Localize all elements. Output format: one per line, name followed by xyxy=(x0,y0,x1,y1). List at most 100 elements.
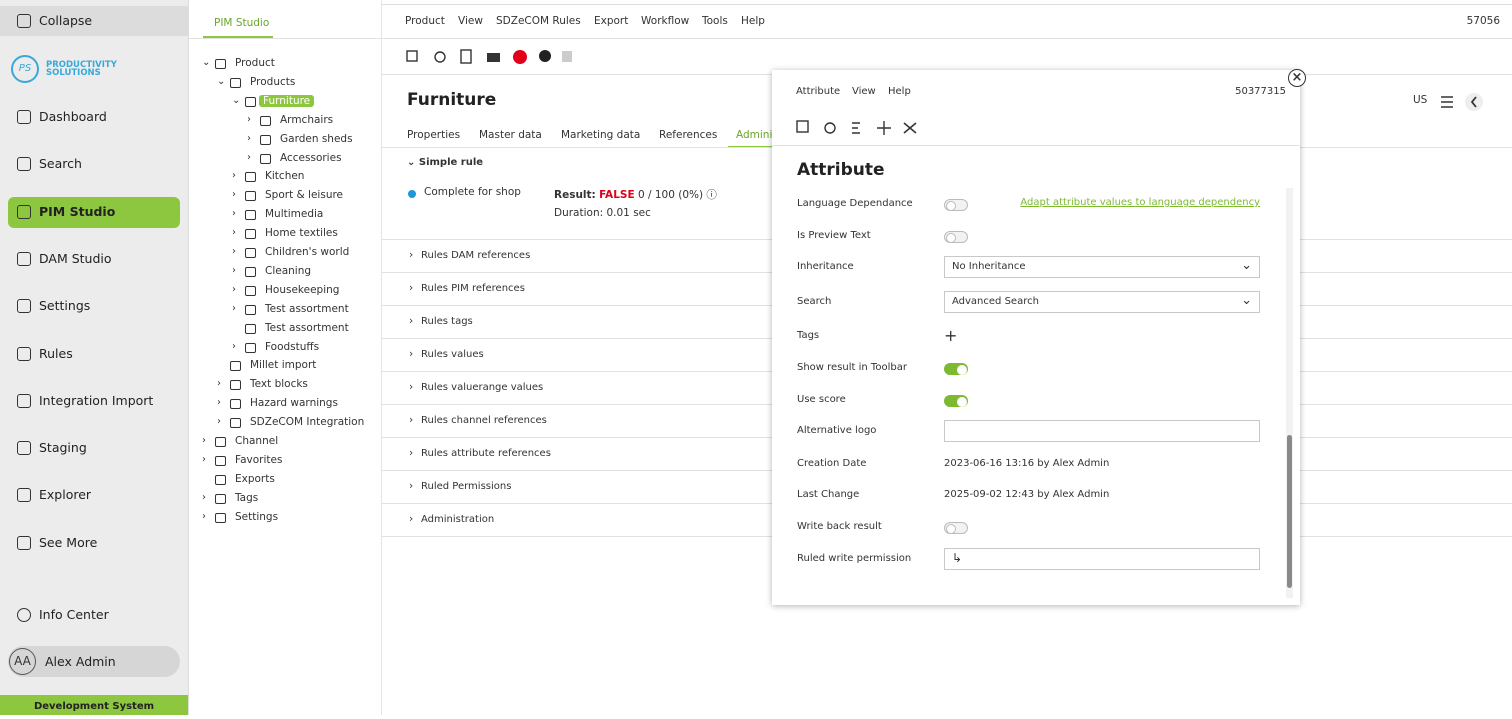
toggle[interactable] xyxy=(944,231,968,243)
tree-item[interactable]: Foodstuffs xyxy=(265,340,320,353)
tab[interactable]: References xyxy=(659,129,718,141)
toggle[interactable] xyxy=(944,199,968,211)
collapse-bar[interactable] xyxy=(0,6,188,36)
tree-item[interactable]: Products xyxy=(250,75,296,88)
menu-item[interactable]: SDZeCOM Rules xyxy=(496,15,581,27)
tree-chevron[interactable]: › xyxy=(217,397,221,409)
tree-item[interactable]: SDZeCOM Integration xyxy=(250,416,365,429)
tree-chevron[interactable]: › xyxy=(232,302,236,314)
tree-item[interactable]: Cleaning xyxy=(265,264,312,277)
section-header[interactable]: › xyxy=(409,348,414,360)
tree-chevron[interactable]: › xyxy=(247,151,251,163)
select[interactable]: No Inheritance ⌄ xyxy=(944,256,1260,278)
section-title[interactable]: Rules channel references xyxy=(421,415,547,426)
tab[interactable]: Master data xyxy=(479,129,542,141)
tool-edit[interactable] xyxy=(406,50,418,62)
tree-item[interactable]: Sport & leisure xyxy=(265,189,344,202)
section-title[interactable]: Rules DAM references xyxy=(421,250,531,261)
section-title[interactable]: Rules PIM references xyxy=(421,283,525,294)
section-header[interactable]: › xyxy=(409,480,414,492)
tree-item[interactable]: Tags xyxy=(235,491,259,504)
tool-clear[interactable] xyxy=(852,122,860,134)
section-title[interactable]: Rules attribute references xyxy=(421,448,551,459)
section-header[interactable]: › xyxy=(409,447,414,459)
tree-tab[interactable]: PIM Studio xyxy=(214,17,270,29)
dialog-menu-item[interactable]: View xyxy=(852,86,876,97)
section-header[interactable]: › xyxy=(409,414,414,426)
tree-chevron[interactable]: › xyxy=(202,491,206,503)
tree-item[interactable]: Furniture xyxy=(259,94,315,107)
toggle[interactable] xyxy=(944,363,968,375)
tree-chevron[interactable]: ⌄ xyxy=(202,57,211,68)
nav-item[interactable]: PIM Studio xyxy=(39,203,116,219)
section-header[interactable]: › xyxy=(409,315,414,327)
tree-chevron[interactable]: › xyxy=(232,264,236,276)
filter-icon[interactable] xyxy=(1441,96,1453,108)
tree-item[interactable]: Millet import xyxy=(250,359,317,372)
section-header[interactable]: › xyxy=(409,381,414,393)
tool-reload[interactable] xyxy=(434,51,446,63)
tree-item[interactable]: Children's world xyxy=(265,246,350,258)
section-title[interactable]: Rules tags xyxy=(421,316,473,327)
tree-chevron[interactable]: › xyxy=(232,227,236,239)
tree-chevron[interactable]: › xyxy=(232,246,236,257)
add-tag[interactable]: + xyxy=(944,326,958,345)
tree-chevron[interactable]: › xyxy=(217,378,221,390)
tree-item[interactable]: Text blocks xyxy=(250,378,308,391)
tree-chevron[interactable]: › xyxy=(247,113,251,125)
dialog-menu-item[interactable]: Help xyxy=(888,86,911,97)
nav-item[interactable]: Explorer xyxy=(39,487,92,503)
tool-split[interactable] xyxy=(877,121,891,135)
menu-item[interactable]: Help xyxy=(741,15,765,27)
tree-item[interactable]: Hazard warnings xyxy=(250,397,338,410)
input[interactable] xyxy=(944,420,1260,442)
tree-item[interactable]: Test assortment xyxy=(265,321,349,334)
section-title[interactable]: Rules values xyxy=(421,349,484,360)
toggle[interactable] xyxy=(944,522,968,534)
section-title[interactable]: Ruled Permissions xyxy=(421,481,512,492)
tree-chevron[interactable]: › xyxy=(232,189,236,201)
collapse[interactable]: Collapse xyxy=(39,13,93,28)
tree-chevron[interactable]: › xyxy=(202,510,206,522)
tree-chevron[interactable]: › xyxy=(232,283,236,295)
tree-chevron[interactable]: › xyxy=(202,453,206,465)
locale[interactable]: US xyxy=(1413,94,1428,106)
nav-item[interactable]: DAM Studio xyxy=(39,250,112,266)
section-header[interactable]: › xyxy=(409,249,414,261)
menu-item[interactable]: Export xyxy=(594,15,629,27)
tree-item[interactable]: Kitchen xyxy=(265,170,305,183)
nav-item[interactable]: Staging xyxy=(39,440,87,456)
tree-item[interactable]: Settings xyxy=(235,510,279,523)
nav-item[interactable]: Dashboard xyxy=(39,109,107,124)
nav-item[interactable]: Search xyxy=(39,156,82,172)
adapt-link[interactable]: Adapt attribute values to language depen… xyxy=(1020,197,1260,208)
tree-chevron[interactable]: ⌄ xyxy=(217,75,226,87)
nav-item[interactable]: Settings xyxy=(39,298,91,314)
section-header[interactable]: › xyxy=(409,513,414,525)
close-button[interactable]: × xyxy=(1288,69,1306,87)
nav-item[interactable]: See More xyxy=(39,534,98,550)
tree-item[interactable]: Product xyxy=(235,57,275,69)
tree-chevron[interactable]: › xyxy=(202,435,206,446)
tool-check-red[interactable] xyxy=(513,50,527,64)
select[interactable]: Advanced Search ⌄ xyxy=(944,291,1260,313)
tree-item[interactable]: Accessories xyxy=(280,151,342,164)
menu-item[interactable]: View xyxy=(458,15,483,27)
info-center[interactable]: Info Center xyxy=(39,607,109,622)
input[interactable]: ↳ xyxy=(944,548,1260,570)
tab[interactable]: Properties xyxy=(407,129,461,141)
tree-item[interactable]: Test assortment xyxy=(265,302,349,315)
tree-chevron[interactable]: › xyxy=(247,132,251,144)
section-title[interactable]: Administration xyxy=(421,514,495,525)
section-header[interactable]: › xyxy=(409,282,414,294)
rule-heading[interactable]: ⌄ Simple rule xyxy=(407,157,484,168)
tool-check[interactable] xyxy=(539,50,551,62)
nav-item[interactable]: Rules xyxy=(39,345,73,361)
tree-chevron[interactable]: › xyxy=(232,208,236,220)
tree-chevron[interactable]: › xyxy=(217,416,221,428)
tool-doc[interactable] xyxy=(460,49,472,64)
menu-item[interactable]: Tools xyxy=(702,15,728,27)
tree-chevron[interactable]: ⌄ xyxy=(232,94,241,106)
tool-reload[interactable] xyxy=(824,122,836,134)
toggle[interactable] xyxy=(944,395,968,407)
